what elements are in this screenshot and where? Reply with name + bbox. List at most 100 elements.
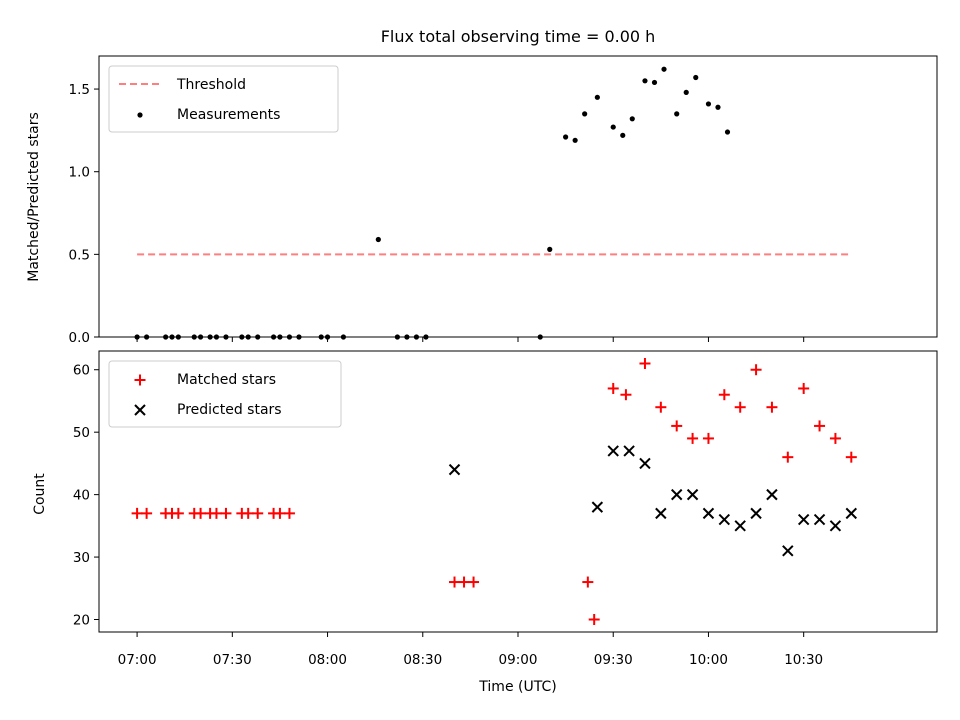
predicted-stars-point-6-b (671, 488, 683, 501)
legend-predicted-swatch (134, 404, 146, 416)
xtick-label-7: 10:30 (784, 652, 823, 668)
predicted-stars-point-16 (829, 520, 842, 532)
chart-title: Flux total observing time = 0.00 h (381, 27, 656, 46)
matched-stars-point-35 (829, 432, 841, 444)
measurements-point-36 (661, 66, 667, 72)
predicted-stars-point-11-b (750, 507, 762, 520)
measurements-point-31 (610, 124, 616, 130)
top-y-ticks: 0.0 0.5 1.0 1.5 (69, 82, 99, 346)
top-ytick-label-0: 0.0 (69, 330, 90, 346)
legend-measurements-swatch (137, 112, 143, 118)
bottom-ytick-label-1: 30 (73, 550, 90, 566)
matched-stars-point-4 (172, 507, 184, 519)
matched-stars-point-20 (588, 614, 600, 626)
predicted-stars-point-9-b (718, 513, 731, 526)
matched-stars-point-25 (671, 420, 683, 432)
matched-stars-point-24 (655, 401, 667, 413)
measurements-point-38 (683, 89, 689, 95)
predicted-stars-point-1-b (591, 501, 604, 513)
matched-stars-point-14 (274, 507, 286, 519)
legend-predicted-label: Predicted stars (177, 402, 282, 418)
measurements-point-32 (620, 132, 626, 138)
xtick-label-3: 08:30 (403, 652, 442, 668)
predicted-stars-point-1 (591, 501, 604, 513)
matched-stars-point-9 (220, 507, 232, 519)
measurements-point-20 (375, 236, 381, 243)
bottom-legend-box (108, 360, 342, 428)
measurements-point-41 (715, 104, 721, 110)
predicted-stars-point-12-b (766, 488, 778, 501)
legend-threshold-label: Threshold (176, 77, 246, 93)
matched-stars-point-22 (620, 389, 632, 401)
bottom-y-axis-label: Count (32, 473, 48, 515)
predicted-stars-point-4-b (639, 457, 651, 470)
bottom-legend: Matched stars Predicted stars (108, 360, 342, 428)
measurements-point-28 (572, 137, 578, 143)
measurements-point-34 (642, 78, 648, 84)
measurements-point-35 (651, 79, 658, 86)
legend-predicted-marker-b (134, 404, 146, 416)
matched-stars-point-6 (195, 507, 207, 519)
matched-stars-point-28 (718, 389, 730, 401)
predicted-stars-point-12 (766, 488, 778, 501)
matched-stars-point-0 (131, 507, 143, 519)
predicted-stars-point-2-b (607, 445, 619, 457)
predicted-stars-point-14-b (797, 513, 810, 526)
top-axes-frame (98, 55, 938, 338)
measurements-point-29 (582, 111, 588, 117)
legend-measurements-label: Measurements (177, 107, 280, 123)
matched-stars-point-18 (468, 576, 480, 588)
predicted-stars-point-4 (639, 457, 651, 470)
bottom-x-ticks: 07:00 07:30 08:00 08:30 09:00 09:30 10:00 10:30 (118, 632, 823, 668)
bottom-ytick-label-0: 20 (73, 613, 90, 629)
count-points (131, 357, 858, 626)
predicted-stars-point-3 (623, 445, 635, 457)
bottom-ytick-label-3: 50 (73, 425, 90, 441)
bottom-ytick-label-4: 60 (73, 363, 90, 379)
predicted-stars-point-17 (845, 507, 858, 520)
predicted-stars-point-13 (782, 545, 794, 557)
measurements-point-39 (693, 74, 699, 81)
predicted-stars-point-17-b (845, 507, 858, 520)
xtick-label-5: 09:30 (594, 652, 633, 668)
xtick-label-2: 08:00 (308, 652, 347, 668)
predicted-stars-point-16-b (829, 520, 842, 532)
matched-stars-point-12 (252, 507, 264, 519)
legend-predicted-marker (134, 404, 146, 416)
predicted-stars-point-8 (702, 507, 715, 520)
predicted-stars-point-6 (671, 488, 683, 501)
top-legend-box (108, 65, 339, 133)
xtick-label-1: 07:30 (213, 652, 252, 668)
matched-stars-point-11 (242, 507, 254, 519)
predicted-stars-point-8-b (702, 507, 715, 520)
predicted-stars-point-10-b (734, 520, 746, 532)
matched-stars-point-32 (782, 451, 794, 463)
predicted-stars-point-7 (686, 488, 699, 501)
matched-stars-point-26 (687, 432, 699, 444)
predicted-stars-point-14 (797, 513, 810, 526)
top-legend: Threshold Measurements (108, 65, 339, 133)
measurements-point-26 (547, 246, 553, 252)
predicted-stars-point-0-b (448, 463, 461, 476)
predicted-stars-point-2 (607, 445, 619, 457)
measurements-point-40 (705, 101, 712, 107)
predicted-stars-point-7-b (686, 488, 699, 501)
predicted-stars-point-10 (734, 520, 746, 532)
measurement-points (134, 66, 731, 340)
matched-stars-point-23 (639, 357, 651, 369)
x-axis-label: Time (UTC) (478, 679, 556, 695)
matched-stars-point-33 (798, 382, 810, 394)
predicted-stars-point-3-b (623, 445, 635, 457)
matched-stars-point-16 (449, 576, 461, 588)
measurements-point-27 (563, 134, 569, 140)
matched-stars-point-36 (845, 451, 857, 463)
matched-stars-point-30 (750, 364, 762, 376)
measurements-point-37 (674, 111, 680, 117)
xtick-label-6: 10:00 (689, 652, 728, 668)
bottom-axes-frame (98, 350, 938, 633)
matched-stars-point-34 (814, 420, 826, 432)
top-ytick-label-1: 0.5 (69, 247, 90, 263)
predicted-stars-point-11 (750, 507, 762, 520)
bottom-y-ticks: 20 30 40 50 60 (73, 363, 99, 629)
